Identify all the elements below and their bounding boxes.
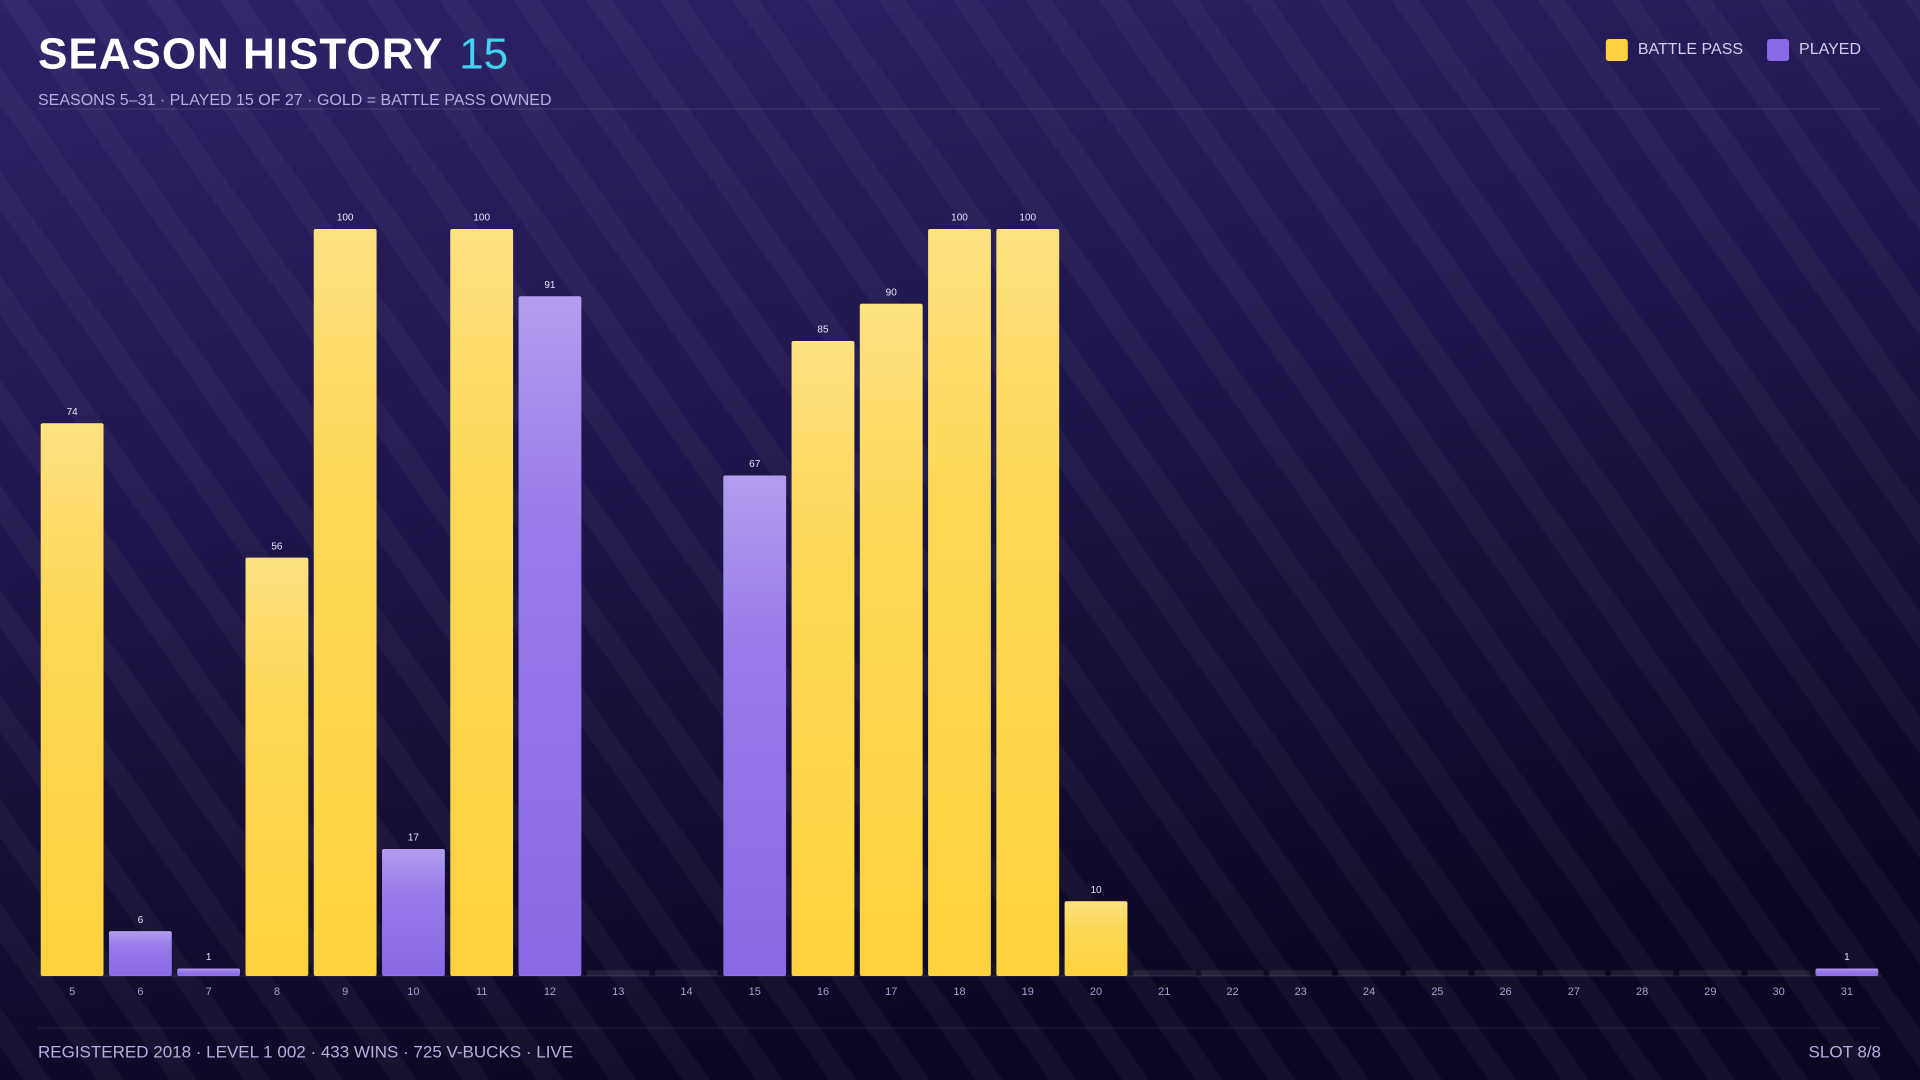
bar <box>313 229 377 976</box>
value-label: 17 <box>408 833 420 844</box>
x-tick-label: 22 <box>1226 986 1238 998</box>
value-label: 1 <box>206 952 212 963</box>
empty-slot <box>1132 970 1196 976</box>
x-tick-label: 6 <box>137 986 143 998</box>
value-label: 90 <box>886 287 898 298</box>
bar <box>1064 901 1128 976</box>
bar <box>723 475 787 976</box>
bar <box>108 931 172 976</box>
x-tick-label: 15 <box>749 986 761 998</box>
value-label: 10 <box>1090 885 1102 896</box>
value-label: 1 <box>1844 952 1850 963</box>
bar <box>859 303 923 976</box>
x-tick-label: 24 <box>1363 986 1375 998</box>
x-tick-label: 13 <box>612 986 624 998</box>
x-tick-label: 20 <box>1090 986 1102 998</box>
empty-slot <box>1747 970 1811 976</box>
x-tick-label: 29 <box>1704 986 1716 998</box>
empty-slot <box>1269 970 1333 976</box>
bar <box>245 557 309 976</box>
value-label: 100 <box>1019 213 1036 224</box>
value-label: 85 <box>817 325 829 336</box>
subtitle: SEASONS 5–31 · PLAYED 15 OF 27 · GOLD = … <box>38 92 552 109</box>
empty-slot <box>1405 970 1469 976</box>
footer-slot: SLOT 8/8 <box>1809 1042 1881 1061</box>
empty-slot <box>1474 970 1537 976</box>
x-tick-label: 10 <box>407 986 419 998</box>
value-label: 6 <box>138 915 144 926</box>
x-tick-label: 16 <box>817 986 829 998</box>
x-tick-label: 26 <box>1499 986 1511 998</box>
legend-swatch <box>1767 39 1790 61</box>
bar <box>791 341 855 976</box>
x-tick-label: 18 <box>953 986 965 998</box>
empty-slot <box>655 970 718 976</box>
x-tick-label: 17 <box>885 986 897 998</box>
x-tick-label: 27 <box>1568 986 1580 998</box>
bar <box>928 229 991 976</box>
value-label: 74 <box>67 407 79 418</box>
x-tick-label: 30 <box>1772 986 1784 998</box>
x-tick-label: 14 <box>680 986 692 998</box>
x-tick-label: 28 <box>1636 986 1648 998</box>
empty-slot <box>1542 970 1606 976</box>
bar <box>1815 968 1879 976</box>
bar <box>450 229 514 976</box>
title: SEASON HISTORY <box>38 30 443 79</box>
value-label: 56 <box>271 541 283 552</box>
x-tick-label: 21 <box>1158 986 1170 998</box>
value-label: 67 <box>749 459 761 470</box>
bar <box>996 229 1060 976</box>
empty-slot <box>1610 970 1674 976</box>
empty-slot <box>586 970 650 976</box>
value-label: 100 <box>473 213 490 224</box>
x-tick-label: 9 <box>342 986 348 998</box>
x-tick-label: 23 <box>1295 986 1307 998</box>
bar <box>518 296 582 977</box>
footer-stats: REGISTERED 2018 · LEVEL 1 002 · 433 WINS… <box>38 1042 573 1061</box>
value-label: 100 <box>951 213 968 224</box>
x-tick-label: 31 <box>1841 986 1853 998</box>
bar <box>177 968 241 976</box>
legend-swatch <box>1605 39 1628 61</box>
x-tick-label: 19 <box>1022 986 1034 998</box>
title-badge: 15 <box>459 30 508 79</box>
x-tick-label: 25 <box>1431 986 1443 998</box>
empty-slot <box>1678 970 1742 976</box>
legend-label: PLAYED <box>1799 41 1861 58</box>
empty-slot <box>1201 970 1264 976</box>
x-tick-label: 12 <box>544 986 556 998</box>
value-label: 100 <box>337 213 354 224</box>
x-tick-label: 8 <box>274 986 280 998</box>
x-tick-label: 11 <box>476 986 487 998</box>
bar <box>382 849 445 976</box>
x-tick-label: 7 <box>206 986 212 998</box>
empty-slot <box>1337 970 1401 976</box>
bar <box>40 423 104 977</box>
legend-label: BATTLE PASS <box>1638 41 1743 58</box>
value-label: 91 <box>544 280 556 291</box>
x-tick-label: 5 <box>69 986 75 998</box>
